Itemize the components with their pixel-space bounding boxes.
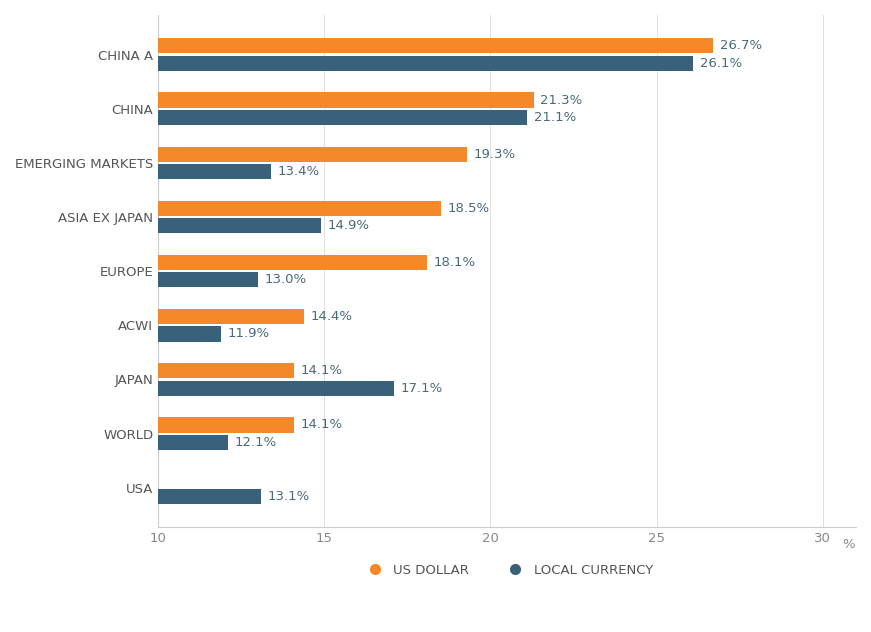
Text: 26.7%: 26.7% [719,39,762,52]
Bar [159,435,228,450]
Bar [159,110,527,125]
Text: 11.9%: 11.9% [228,327,270,341]
Text: 14.1%: 14.1% [301,418,343,432]
Bar [159,201,441,216]
Bar [159,489,261,504]
Text: 18.5%: 18.5% [447,202,490,215]
Text: 13.1%: 13.1% [267,490,310,503]
Bar [159,56,693,71]
Bar [159,92,534,107]
Bar [159,164,271,179]
Bar [159,272,258,288]
Bar [159,309,304,324]
Text: 26.1%: 26.1% [699,57,742,70]
Bar [159,417,294,432]
Text: 13.4%: 13.4% [278,165,320,178]
Bar [159,39,713,54]
Bar [159,147,467,162]
Text: 12.1%: 12.1% [234,435,277,449]
Text: 17.1%: 17.1% [401,382,443,394]
Text: 13.0%: 13.0% [265,273,307,286]
Bar [159,255,428,270]
Text: 14.4%: 14.4% [311,310,353,323]
Text: 14.9%: 14.9% [327,219,369,232]
Text: 18.1%: 18.1% [434,256,476,269]
Bar [159,326,221,341]
Text: %: % [843,538,855,551]
Bar [159,363,294,379]
Text: 14.1%: 14.1% [301,364,343,377]
Text: 19.3%: 19.3% [474,148,516,161]
Legend: US DOLLAR, LOCAL CURRENCY: US DOLLAR, LOCAL CURRENCY [356,559,658,582]
Bar [159,218,321,233]
Text: 21.3%: 21.3% [540,94,583,107]
Bar [159,380,394,396]
Text: 21.1%: 21.1% [534,111,576,124]
